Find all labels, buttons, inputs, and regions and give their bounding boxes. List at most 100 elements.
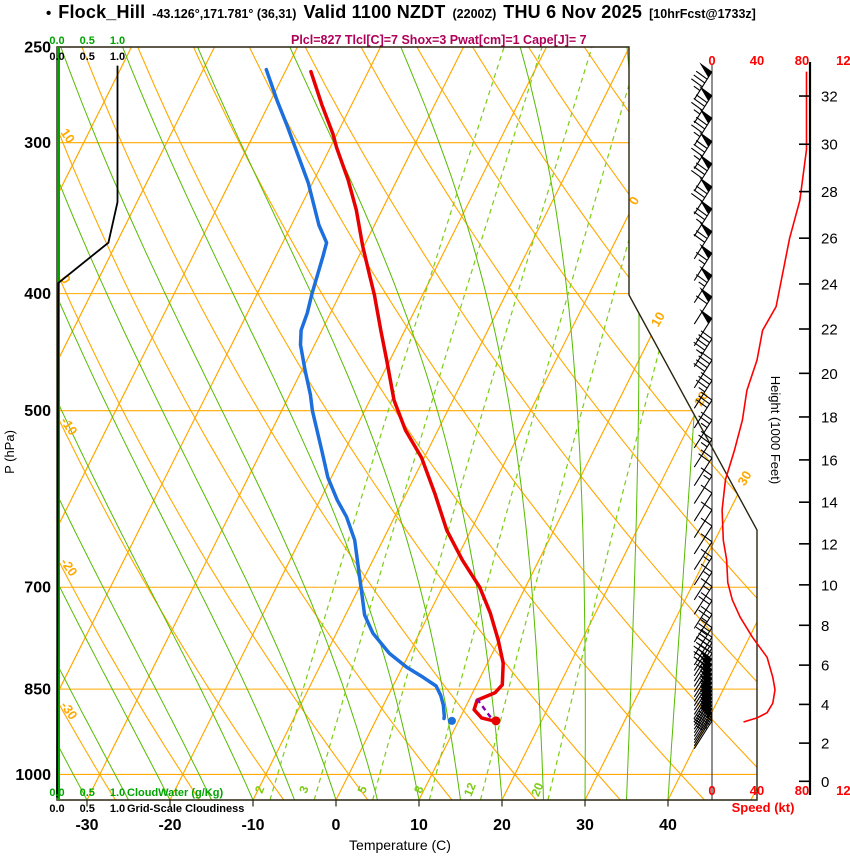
speed-axis-label: Speed (kt)	[732, 800, 795, 815]
moist-adiabat-line	[122, 47, 420, 800]
dry-adiabat-label: 10	[58, 126, 79, 146]
dry-adiabat-line	[639, 47, 757, 800]
sounding-profiles	[264, 67, 505, 726]
dry-adiabat-line	[248, 47, 757, 800]
wind-barb	[693, 467, 713, 504]
dry-adiabat-line	[57, 47, 453, 800]
mixing-ratio-label: 5	[355, 783, 371, 795]
moist-adiabat-line	[0, 47, 4, 800]
isotherm-label: 10	[648, 309, 668, 329]
valid-date: THU 6 Nov 2025	[503, 2, 643, 22]
wind-panel: 0040408080120120Speed (kt)	[708, 53, 850, 815]
wind-barb	[693, 548, 713, 586]
dewpoint-curve	[264, 67, 447, 721]
moist-adiabat-line	[57, 47, 171, 800]
moist-adiabat-line	[57, 47, 337, 800]
dry-adiabat-label: -20	[58, 555, 81, 579]
dry-adiabat-line	[137, 47, 621, 800]
wind-barb	[693, 308, 713, 347]
mixing-ratio-line	[428, 47, 641, 800]
temperature-tick-label: 40	[659, 817, 677, 834]
dry-adiabat-line	[57, 47, 369, 800]
moist-adiabat-line	[57, 47, 254, 800]
moist-adiabat-line	[57, 47, 212, 800]
wind-barb	[693, 578, 713, 615]
dry-adiabat-line	[528, 47, 757, 800]
height-tick-label: 24	[821, 276, 838, 293]
height-tick-label: 10	[821, 577, 838, 594]
moist-adiabat-line	[289, 47, 503, 800]
height-tick-label: 12	[821, 536, 838, 553]
temperature-tick-label: 10	[410, 817, 428, 834]
pressure-tick-label: 850	[24, 682, 51, 699]
surface-temp-dot	[491, 716, 501, 726]
pressure-axis-label: P (hPa)	[2, 430, 17, 474]
parcel-indices: Plcl=827 Tlcl[C]=7 Shox=3 Pwat[cm]=1 Cap…	[291, 33, 587, 47]
mixing-ratio-line	[313, 47, 543, 800]
isotherm-line	[57, 47, 382, 800]
pressure-tick-label: 500	[24, 403, 51, 420]
isotherm-line	[57, 47, 299, 800]
pressure-tick-label: 300	[24, 135, 51, 152]
dry-adiabat-line	[304, 47, 757, 800]
isotherm-label: 30	[734, 468, 754, 488]
wind-barb	[693, 430, 713, 468]
station-bullet-icon: •	[46, 5, 52, 22]
height-tick-label: 18	[821, 409, 838, 426]
wind-barb	[693, 449, 713, 486]
wind-barb	[693, 563, 713, 601]
dry-adiabat-line	[57, 47, 116, 800]
dry-adiabat-line	[360, 47, 757, 800]
isotherm-line	[169, 47, 548, 800]
temperature-tick-label: -10	[241, 817, 264, 834]
station-name: Flock_Hill	[58, 2, 146, 22]
valid-time: Valid 1100 NZDT	[303, 2, 446, 22]
pressure-tick-label: 250	[24, 40, 51, 57]
isotherm-line	[418, 47, 757, 800]
temperature-axis-label: Temperature (C)	[349, 837, 451, 853]
pressure-tick-label: 700	[24, 580, 51, 597]
wind-barb	[693, 709, 713, 747]
tick-label: 0	[708, 783, 715, 798]
isotherm-line	[86, 47, 465, 800]
temperature-axis: -30 -20 -10 0 10 20 30 40 Temperature (C)	[75, 800, 677, 853]
temperature-tick-label: -30	[75, 817, 98, 834]
isotherm-line	[57, 47, 216, 800]
pressure-tick-label: 400	[24, 286, 51, 303]
tick-label: 0.5	[80, 787, 95, 799]
tick-label: 1.0	[110, 51, 125, 63]
isotherm-line	[667, 47, 757, 800]
wind-barb	[693, 411, 713, 449]
temperature-tick-label: 20	[493, 817, 511, 834]
height-tick-label: 6	[821, 658, 829, 675]
tick-label: 80	[795, 53, 809, 68]
height-tick-label: 2	[821, 736, 829, 753]
tick-label: 0	[708, 53, 715, 68]
isotherm-label: 0	[626, 194, 643, 208]
wind-barb	[693, 712, 713, 749]
wind-barb	[693, 533, 713, 570]
wind-barb	[693, 265, 713, 304]
wind-barb	[693, 287, 713, 325]
wind-barbs	[691, 62, 713, 749]
moist-adiabat-line	[197, 47, 461, 800]
dry-adiabat-label: -10	[58, 414, 81, 438]
wind-barb	[693, 517, 713, 555]
moist-adiabat-line	[57, 47, 129, 800]
mixing-ratio-label: 2	[252, 783, 268, 795]
mixing-ratio-label: 3	[296, 783, 312, 795]
cloudiness-axis-label: Grid-Scale Cloudiness	[127, 803, 244, 815]
height-axis-label: Height (1000 Feet)	[768, 376, 783, 484]
height-tick-label: 8	[821, 618, 829, 635]
wind-barb	[691, 177, 713, 215]
parcel-path	[476, 698, 494, 721]
isotherm-label: 20	[691, 389, 711, 409]
isotherm-line	[501, 47, 757, 800]
height-tick-label: 16	[821, 452, 838, 469]
temperature-tick-label: 0	[332, 817, 341, 834]
skewt-grid	[0, 47, 757, 800]
tick-label: 120	[836, 783, 850, 798]
height-tick-label: 22	[821, 322, 838, 339]
height-tick-label: 20	[821, 366, 838, 383]
surface-dewpoint-dot	[447, 716, 456, 725]
